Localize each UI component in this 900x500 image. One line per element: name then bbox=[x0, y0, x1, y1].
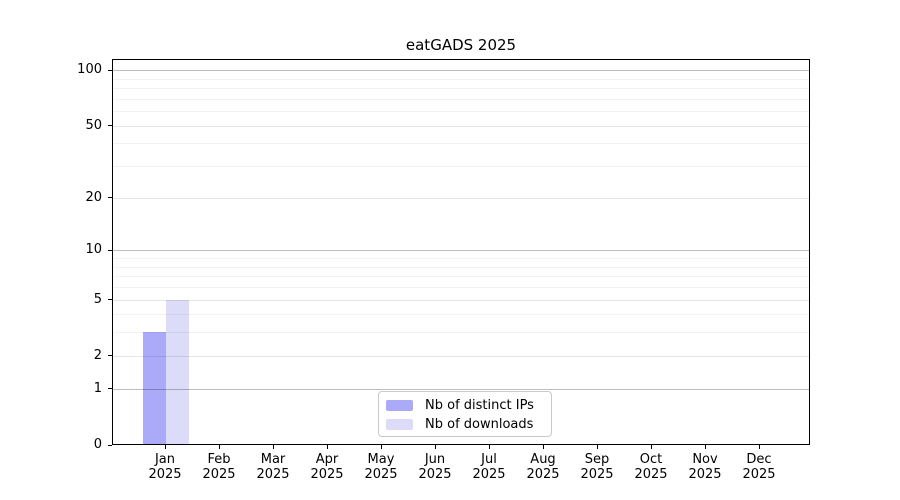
x-tick-mark bbox=[542, 445, 544, 449]
gridline-major bbox=[113, 355, 809, 357]
x-tick-mark bbox=[704, 445, 706, 449]
x-tick-label: Sep 2025 bbox=[580, 452, 614, 482]
y-tick-label: 0 bbox=[93, 437, 102, 452]
x-tick-mark bbox=[758, 445, 760, 449]
y-tick-label: 100 bbox=[77, 62, 102, 78]
x-tick-mark bbox=[380, 445, 382, 449]
plot-area bbox=[112, 59, 810, 445]
bar-nb-of-downloads-jan bbox=[166, 299, 189, 445]
y-tick-mark bbox=[108, 355, 112, 357]
gridline-minor bbox=[113, 88, 809, 90]
gridline-minor bbox=[113, 111, 809, 113]
x-tick-label: May 2025 bbox=[364, 452, 398, 482]
legend-label-distinct-ips: Nb of distinct IPs bbox=[425, 398, 534, 413]
x-tick-mark bbox=[164, 445, 166, 449]
y-tick-label: 10 bbox=[85, 242, 102, 258]
x-tick-label: Mar 2025 bbox=[256, 452, 290, 482]
gridline-major bbox=[113, 197, 809, 199]
x-tick-label: Nov 2025 bbox=[688, 452, 722, 482]
x-tick-mark bbox=[596, 445, 598, 449]
legend: Nb of distinct IPs Nb of downloads bbox=[378, 391, 552, 437]
legend-swatch-downloads bbox=[386, 419, 413, 430]
x-tick-label: Jul 2025 bbox=[472, 452, 506, 482]
x-tick-mark bbox=[272, 445, 274, 449]
y-tick-mark bbox=[108, 299, 112, 301]
x-tick-label: Feb 2025 bbox=[202, 452, 236, 482]
gridline-decade bbox=[113, 250, 809, 252]
gridline-minor bbox=[113, 286, 809, 288]
x-tick-label: Jun 2025 bbox=[418, 452, 452, 482]
gridline-minor bbox=[113, 143, 809, 145]
y-tick-label: 5 bbox=[93, 291, 102, 307]
x-tick-mark bbox=[326, 445, 328, 449]
x-tick-mark bbox=[488, 445, 490, 449]
gridline-minor bbox=[113, 78, 809, 80]
x-tick-mark bbox=[434, 445, 436, 449]
bar-nb-of-distinct-ips-jan bbox=[143, 332, 166, 445]
gridline-major bbox=[113, 125, 809, 127]
legend-swatch-distinct-ips bbox=[386, 400, 413, 411]
gridline-decade bbox=[113, 70, 809, 72]
gridline-minor bbox=[113, 258, 809, 260]
gridline-minor bbox=[113, 98, 809, 100]
gridline-major bbox=[113, 299, 809, 301]
chart-title: eatGADS 2025 bbox=[405, 36, 517, 54]
y-tick-label: 50 bbox=[85, 117, 102, 133]
y-tick-label: 2 bbox=[93, 347, 102, 363]
gridline-minor bbox=[113, 266, 809, 268]
x-tick-label: Dec 2025 bbox=[742, 452, 776, 482]
y-tick-mark bbox=[108, 125, 112, 127]
legend-label-downloads: Nb of downloads bbox=[425, 417, 534, 432]
gridline-minor bbox=[113, 276, 809, 278]
y-tick-mark bbox=[108, 444, 112, 446]
x-tick-label: Aug 2025 bbox=[526, 452, 560, 482]
x-tick-label: Jan 2025 bbox=[148, 452, 182, 482]
x-tick-mark bbox=[218, 445, 220, 449]
gridline-minor bbox=[113, 332, 809, 334]
y-tick-mark bbox=[108, 69, 112, 71]
legend-item-downloads: Nb of downloads bbox=[386, 415, 551, 434]
gridline-decade bbox=[113, 388, 809, 390]
legend-item-distinct-ips: Nb of distinct IPs bbox=[386, 396, 551, 415]
y-tick-label: 1 bbox=[93, 380, 102, 396]
y-tick-mark bbox=[108, 388, 112, 390]
x-tick-mark bbox=[650, 445, 652, 449]
y-tick-label: 20 bbox=[85, 189, 102, 205]
y-tick-mark bbox=[108, 197, 112, 199]
gridline-minor bbox=[113, 166, 809, 168]
y-tick-mark bbox=[108, 249, 112, 251]
x-tick-label: Oct 2025 bbox=[634, 452, 668, 482]
gridline-minor bbox=[113, 314, 809, 316]
x-tick-label: Apr 2025 bbox=[310, 452, 344, 482]
